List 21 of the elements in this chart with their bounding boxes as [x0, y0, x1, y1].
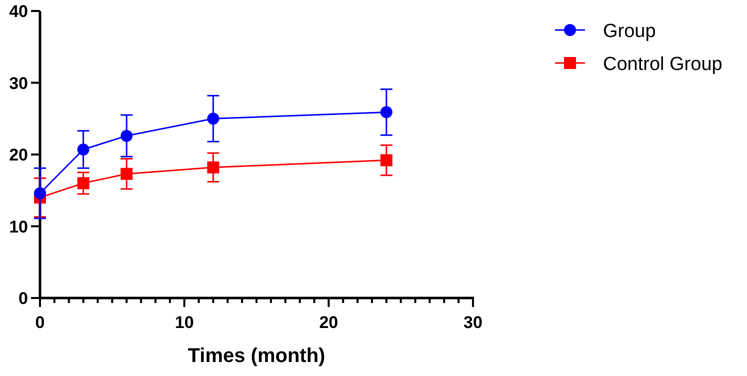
point — [207, 112, 220, 125]
x-tick-label: 0 — [35, 313, 45, 332]
x-axis-title: Times (month) — [188, 345, 326, 367]
x-tick-label: 30 — [464, 313, 482, 332]
point — [77, 177, 90, 190]
y-tick-label: 40 — [9, 2, 28, 21]
y-tick-label: 20 — [9, 146, 28, 164]
point — [380, 154, 392, 166]
x-tick-label: 20 — [319, 313, 338, 332]
y-tick-label: 30 — [9, 74, 28, 93]
y-tick-label: 0 — [18, 289, 28, 308]
point — [207, 161, 220, 174]
x-tick-label: 10 — [174, 313, 194, 332]
point — [380, 106, 392, 118]
legend-label: Control Group — [603, 54, 722, 75]
point — [120, 130, 133, 142]
legend-label: Group — [603, 21, 656, 42]
point — [120, 168, 133, 180]
point — [77, 143, 90, 156]
y-tick-label: 10 — [9, 217, 28, 236]
point — [34, 187, 46, 200]
